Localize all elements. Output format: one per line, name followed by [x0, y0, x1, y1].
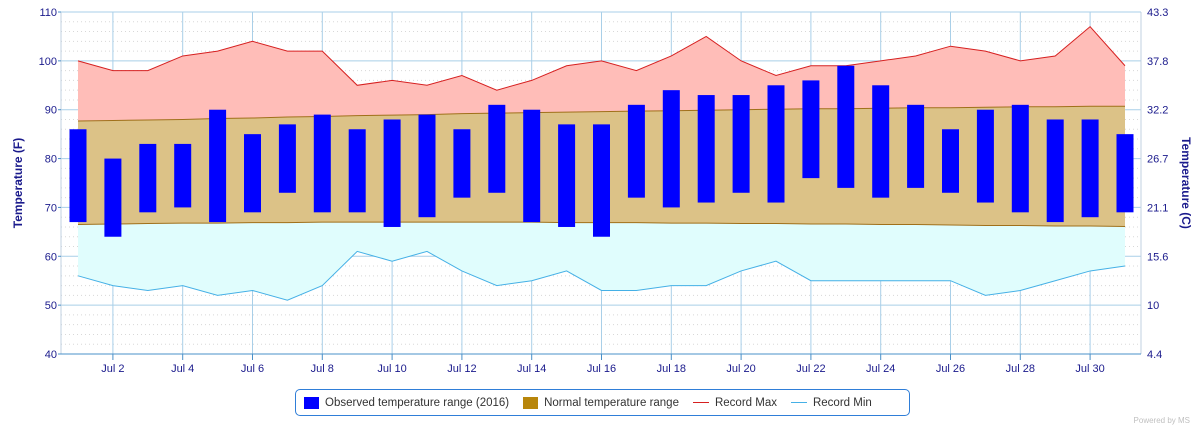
- observed-bar: [278, 124, 296, 193]
- x-tick-label: Jul 24: [866, 363, 895, 375]
- y-tick-label-right: 43.3: [1147, 7, 1168, 19]
- legend-label-record-max: Record Max: [714, 396, 777, 409]
- observed-bar: [488, 104, 506, 193]
- observed-bar: [976, 109, 994, 203]
- x-tick-label: Jul 20: [726, 363, 755, 375]
- observed-bar: [244, 134, 261, 213]
- legend-swatch-record-min: [790, 402, 807, 403]
- x-tick-label: Jul 16: [587, 363, 616, 375]
- x-tick-label: Jul 2: [101, 363, 124, 375]
- observed-bar: [558, 124, 576, 227]
- observed-bar: [837, 65, 855, 188]
- observed-bars: [69, 65, 1134, 237]
- observed-bar: [872, 85, 890, 198]
- observed-bar: [139, 143, 157, 213]
- y-tick-label-left: 70: [45, 202, 57, 214]
- observed-bar: [942, 129, 959, 193]
- observed-bar: [732, 95, 750, 193]
- y-axis-title-right: Temperature (C): [1179, 137, 1193, 229]
- x-tick-label: Jul 18: [657, 363, 686, 375]
- legend-swatch-record-max: [692, 402, 709, 403]
- y-tick-label-right: 15.6: [1147, 251, 1168, 263]
- observed-bar: [802, 80, 820, 179]
- observed-bar: [348, 129, 366, 213]
- x-tick-label: Jul 10: [377, 363, 406, 375]
- observed-bar: [907, 104, 925, 188]
- legend-label-normal: Normal temperature range: [544, 396, 679, 409]
- y-axis-title-left: Temperature (F): [11, 138, 25, 228]
- chart-legend: Observed temperature range (2016) Normal…: [295, 389, 910, 416]
- observed-bar: [523, 109, 541, 223]
- legend-swatch-normal: [523, 396, 539, 409]
- y-tick-label-right: 26.7: [1147, 154, 1168, 166]
- x-tick-label: Jul 26: [936, 363, 965, 375]
- y-tick-label-right: 10: [1147, 300, 1159, 312]
- y-tick-label-left: 50: [45, 300, 57, 312]
- y-tick-label-left: 40: [45, 349, 57, 361]
- y-tick-label-left: 60: [45, 251, 57, 263]
- legend-item-record-max[interactable]: Record Max: [692, 396, 777, 409]
- observed-bar: [69, 129, 87, 223]
- x-tick-label: Jul 28: [1006, 363, 1035, 375]
- y-tick-label-right: 4.4: [1147, 349, 1162, 361]
- observed-bar: [453, 129, 471, 198]
- legend-item-observed[interactable]: Observed temperature range (2016): [304, 396, 510, 409]
- x-tick-label: Jul 14: [517, 363, 546, 375]
- observed-bar: [104, 158, 122, 237]
- x-tick-label: Jul 30: [1075, 363, 1104, 375]
- record-max-line: [77, 25, 1126, 91]
- x-tick-label: Jul 4: [171, 363, 194, 375]
- observed-bar: [383, 119, 401, 227]
- observed-bar: [627, 104, 645, 198]
- observed-bar: [1081, 119, 1099, 218]
- observed-bar: [1046, 119, 1064, 223]
- observed-bar: [662, 90, 680, 208]
- legend-item-normal[interactable]: Normal temperature range: [523, 396, 679, 409]
- x-tick-label: Jul 6: [241, 363, 264, 375]
- normal-high-line: [77, 105, 1125, 122]
- legend-label-record-min: Record Min: [812, 396, 872, 409]
- y-tick-label-right: 32.2: [1147, 105, 1168, 117]
- observed-bar: [1011, 104, 1029, 213]
- y-tick-label-right: 21.1: [1147, 202, 1168, 214]
- observed-bar: [697, 95, 715, 203]
- observed-bar: [593, 124, 610, 237]
- footer-credit[interactable]: Powered by MS: [1133, 416, 1190, 425]
- observed-bar: [1116, 134, 1134, 213]
- x-tick-label: Jul 22: [796, 363, 825, 375]
- legend-label-observed: Observed temperature range (2016): [325, 396, 510, 409]
- record-max-band: [78, 26, 1125, 121]
- observed-bar: [313, 114, 331, 213]
- observed-bar: [767, 85, 785, 203]
- y-tick-label-left: 80: [45, 154, 57, 166]
- x-tick-label: Jul 12: [447, 363, 476, 375]
- y-tick-label-left: 100: [39, 56, 57, 68]
- observed-bar: [174, 143, 192, 208]
- x-tick-label: Jul 8: [311, 363, 334, 375]
- y-tick-label-right: 37.8: [1147, 56, 1168, 68]
- legend-swatch-observed: [304, 396, 319, 409]
- legend-item-record-min[interactable]: Record Min: [790, 396, 872, 409]
- record-min-line: [77, 250, 1126, 301]
- observed-bar: [418, 114, 436, 218]
- y-tick-label-left: 110: [39, 7, 57, 19]
- y-tick-label-left: 90: [45, 105, 57, 117]
- observed-bar: [209, 109, 227, 223]
